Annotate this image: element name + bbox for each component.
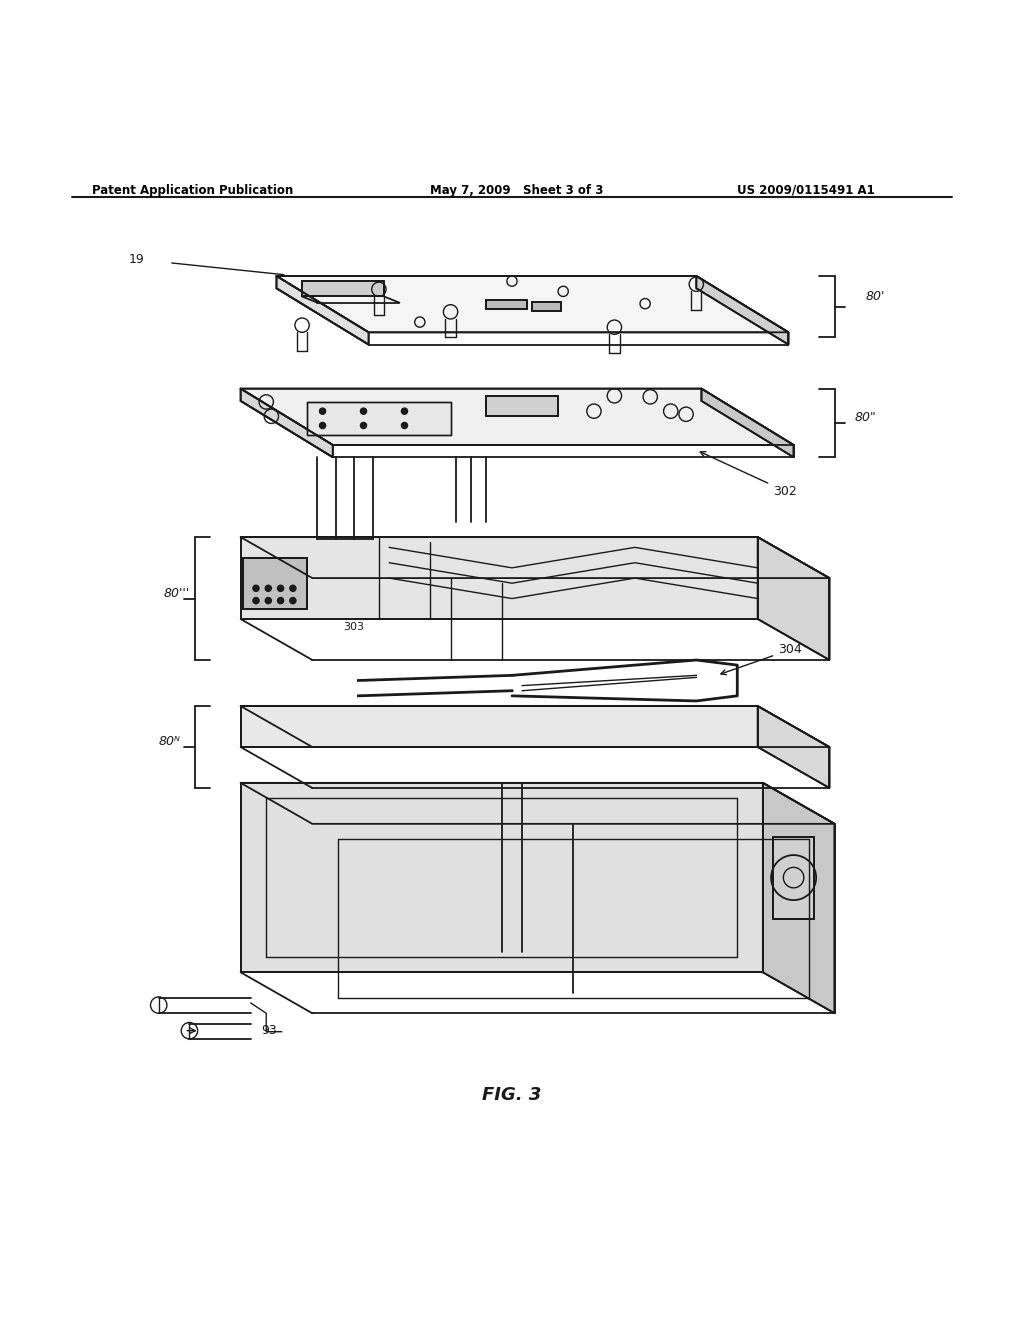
Polygon shape — [763, 783, 835, 1014]
Polygon shape — [486, 300, 527, 309]
Circle shape — [360, 422, 367, 429]
Circle shape — [290, 585, 296, 591]
Polygon shape — [241, 388, 333, 457]
Text: 303: 303 — [343, 622, 365, 632]
Circle shape — [290, 598, 296, 603]
Circle shape — [319, 408, 326, 414]
Text: 80ᴺ: 80ᴺ — [159, 735, 180, 748]
Polygon shape — [241, 537, 829, 578]
Polygon shape — [773, 837, 814, 919]
Polygon shape — [486, 396, 558, 416]
Text: FIG. 3: FIG. 3 — [482, 1086, 542, 1105]
Circle shape — [401, 408, 408, 414]
Polygon shape — [241, 388, 794, 445]
Polygon shape — [241, 706, 829, 747]
Text: US 2009/0115491 A1: US 2009/0115491 A1 — [737, 183, 876, 197]
Polygon shape — [302, 281, 384, 297]
Text: 80": 80" — [855, 412, 877, 424]
Text: 93: 93 — [261, 1024, 276, 1038]
Circle shape — [253, 598, 259, 603]
Polygon shape — [241, 537, 758, 619]
Text: 19: 19 — [128, 253, 144, 267]
Polygon shape — [243, 557, 307, 609]
Text: 304: 304 — [721, 643, 802, 675]
Circle shape — [278, 598, 284, 603]
Polygon shape — [307, 403, 451, 434]
Polygon shape — [276, 276, 369, 345]
Polygon shape — [241, 706, 758, 747]
Polygon shape — [701, 388, 794, 457]
Circle shape — [265, 598, 271, 603]
Circle shape — [265, 585, 271, 591]
Circle shape — [401, 422, 408, 429]
Circle shape — [319, 422, 326, 429]
Polygon shape — [241, 783, 835, 824]
Polygon shape — [241, 783, 763, 973]
Circle shape — [278, 585, 284, 591]
Polygon shape — [532, 301, 561, 310]
Text: May 7, 2009   Sheet 3 of 3: May 7, 2009 Sheet 3 of 3 — [430, 183, 603, 197]
Polygon shape — [758, 706, 829, 788]
Polygon shape — [276, 276, 788, 333]
Text: 80''': 80''' — [164, 587, 190, 599]
Circle shape — [360, 408, 367, 414]
Circle shape — [253, 585, 259, 591]
Text: Patent Application Publication: Patent Application Publication — [92, 183, 294, 197]
Polygon shape — [758, 537, 829, 660]
Text: 80': 80' — [865, 290, 885, 304]
Text: 302: 302 — [700, 451, 797, 498]
Polygon shape — [696, 276, 788, 345]
